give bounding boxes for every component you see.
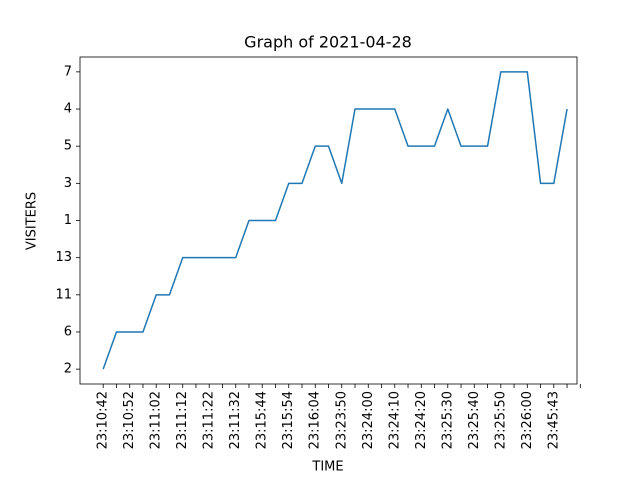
x-tick-label: 23:10:42 bbox=[96, 391, 111, 449]
x-tick-label: 23:11:02 bbox=[149, 391, 164, 449]
x-tick-label: 23:15:54 bbox=[281, 391, 296, 449]
y-tick-label: 5 bbox=[64, 139, 72, 154]
chart-title: Graph of 2021-04-28 bbox=[244, 33, 412, 52]
x-tick-label: 23:25:50 bbox=[493, 391, 508, 449]
x-tick-label: 23:15:44 bbox=[255, 391, 270, 449]
y-tick-label: 4 bbox=[64, 102, 72, 117]
y-tick-label: 6 bbox=[64, 324, 72, 339]
plot-frame bbox=[79, 56, 578, 385]
y-tick-label: 1 bbox=[64, 213, 72, 228]
x-tick-label: 23:25:40 bbox=[467, 391, 482, 449]
x-tick-label: 23:11:22 bbox=[202, 391, 217, 449]
x-tick-label: 23:24:00 bbox=[361, 391, 376, 449]
y-axis-label: VISITERS bbox=[25, 192, 40, 250]
data-line bbox=[102, 71, 568, 370]
y-tick-label: 11 bbox=[55, 287, 72, 302]
x-tick-label: 23:25:30 bbox=[440, 391, 455, 449]
x-tick-label: 23:26:00 bbox=[520, 391, 535, 449]
y-tick-label: 3 bbox=[64, 176, 72, 191]
x-axis-label: TIME bbox=[311, 460, 343, 475]
x-tick-label: 23:16:04 bbox=[308, 391, 323, 449]
y-tick-label: 7 bbox=[64, 64, 72, 79]
x-tick-label: 23:24:10 bbox=[387, 391, 402, 449]
y-tick-label: 13 bbox=[55, 250, 72, 265]
x-tick-label: 23:45:43 bbox=[546, 391, 561, 449]
x-tick-label: 23:24:20 bbox=[414, 391, 429, 449]
y-tick-label: 2 bbox=[64, 362, 72, 377]
x-tick-label: 23:23:50 bbox=[334, 391, 349, 449]
x-tick-label: 23:10:52 bbox=[122, 391, 137, 449]
x-tick-label: 23:11:12 bbox=[175, 391, 190, 449]
x-tick-label: 23:11:32 bbox=[228, 391, 243, 449]
